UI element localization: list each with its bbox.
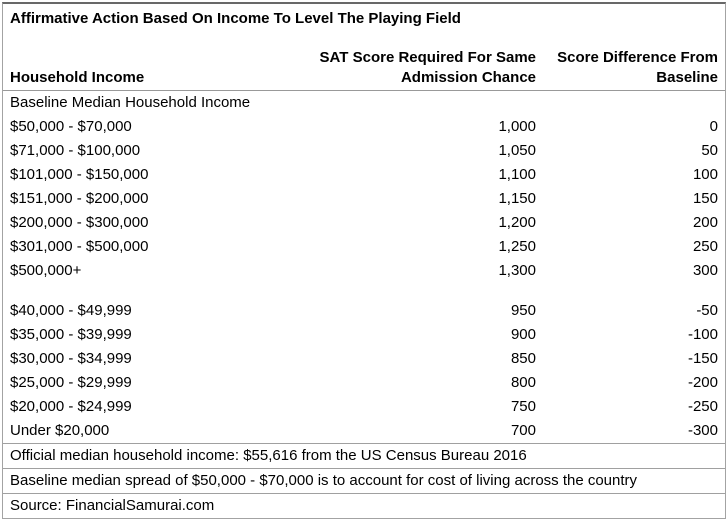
- table-header: Household Income SAT Score Required For …: [3, 44, 725, 91]
- diff-cell: -200: [687, 374, 718, 391]
- header-household-income: Household Income: [10, 69, 145, 86]
- income-cell: Under $20,000: [10, 422, 110, 439]
- sat-cell: 950: [510, 302, 536, 319]
- footnote-baseline-spread: Baseline median spread of $50,000 - $70,…: [3, 468, 725, 493]
- income-cell: $151,000 - $200,000: [10, 190, 149, 207]
- table-footnotes: Official median household income: $55,61…: [3, 443, 725, 518]
- diff-cell: 250: [692, 238, 718, 255]
- sat-cell: 1,250: [498, 238, 536, 255]
- diff-cell: 100: [692, 166, 718, 183]
- table-row: $35,000 - $39,999 900 -100: [3, 323, 725, 347]
- table-row: $30,000 - $34,999 850 -150: [3, 347, 725, 371]
- diff-cell: -300: [687, 422, 718, 439]
- diff-cell: 300: [692, 262, 718, 279]
- table-row: $101,000 - $150,000 1,100 100: [3, 163, 725, 187]
- diff-cell: 50: [701, 142, 718, 159]
- table-row: $25,000 - $29,999 800 -200: [3, 371, 725, 395]
- sat-cell: 750: [510, 398, 536, 415]
- income-cell: $25,000 - $29,999: [10, 374, 132, 391]
- sat-cell: 1,300: [498, 262, 536, 279]
- income-cell: $500,000+: [10, 262, 82, 279]
- diff-cell: -100: [687, 326, 718, 343]
- income-cell: $101,000 - $150,000: [10, 166, 149, 183]
- sat-cell: 700: [510, 422, 536, 439]
- sat-cell: 850: [510, 350, 536, 367]
- header-sat-score: SAT Score Required For Same Admission Ch…: [319, 49, 536, 86]
- income-cell: $40,000 - $49,999: [10, 302, 132, 319]
- table-row: Under $20,000 700 -300: [3, 419, 725, 443]
- diff-cell: 150: [692, 190, 718, 207]
- header-score-difference: Score Difference From Baseline: [557, 49, 718, 86]
- income-cell: Baseline Median Household Income: [10, 94, 251, 111]
- table-row: $151,000 - $200,000 1,150 150: [3, 187, 725, 211]
- table-row: $20,000 - $24,999 750 -250: [3, 395, 725, 419]
- income-cell: $30,000 - $34,999: [10, 350, 132, 367]
- table-row: $500,000+ 1,300 300: [3, 259, 725, 283]
- sat-cell: 1,050: [498, 142, 536, 159]
- sat-cell: 900: [510, 326, 536, 343]
- table-title: Affirmative Action Based On Income To Le…: [10, 10, 461, 27]
- footnote-census: Official median household income: $55,61…: [3, 443, 725, 468]
- income-cell: $50,000 - $70,000: [10, 118, 132, 135]
- diff-cell: -150: [687, 350, 718, 367]
- diff-cell: 0: [709, 118, 718, 135]
- diff-cell: -250: [687, 398, 718, 415]
- income-cell: $20,000 - $24,999: [10, 398, 132, 415]
- table-row: $40,000 - $49,999 950 -50: [3, 299, 725, 323]
- diff-cell: -50: [696, 302, 718, 319]
- sat-cell: 1,000: [498, 118, 536, 135]
- income-cell: $35,000 - $39,999: [10, 326, 132, 343]
- table-row-spacer: [3, 283, 725, 299]
- table-row: $71,000 - $100,000 1,050 50: [3, 139, 725, 163]
- sat-cell: 1,150: [498, 190, 536, 207]
- income-cell: $301,000 - $500,000: [10, 238, 149, 255]
- footnote-source: Source: FinancialSamurai.com: [3, 493, 725, 518]
- sat-cell: 1,100: [498, 166, 536, 183]
- table-row: $50,000 - $70,000 1,000 0: [3, 115, 725, 139]
- table-body: Baseline Median Household Income $50,000…: [3, 91, 725, 443]
- sat-cell: 800: [510, 374, 536, 391]
- table-row: $301,000 - $500,000 1,250 250: [3, 235, 725, 259]
- diff-cell: 200: [692, 214, 718, 231]
- table-row: $200,000 - $300,000 1,200 200: [3, 211, 725, 235]
- income-cell: $200,000 - $300,000: [10, 214, 149, 231]
- sat-cell: 1,200: [498, 214, 536, 231]
- table-row-baseline-label: Baseline Median Household Income: [3, 91, 725, 115]
- income-cell: $71,000 - $100,000: [10, 142, 141, 159]
